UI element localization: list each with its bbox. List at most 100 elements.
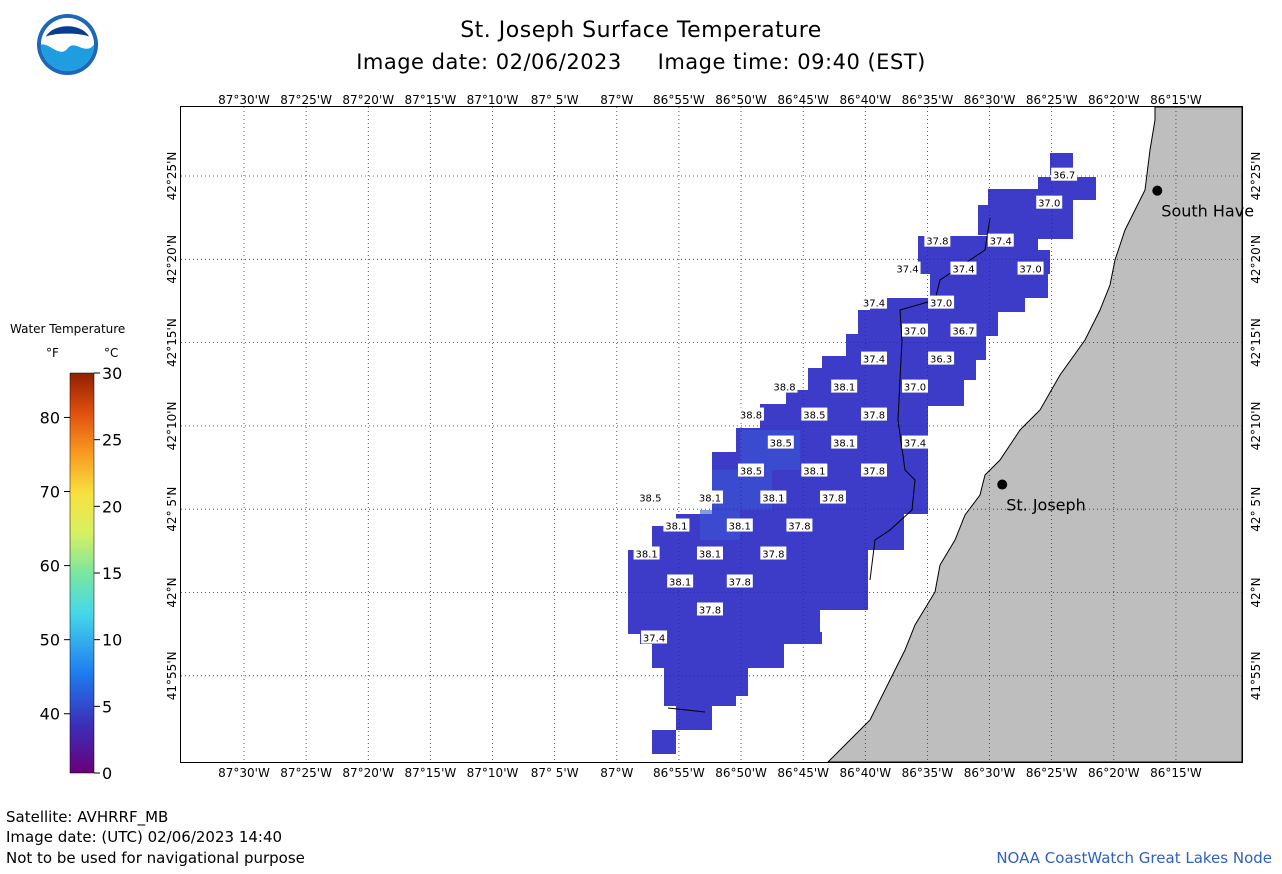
water-cell	[652, 526, 902, 550]
lon-tick-bottom: 86°30'W	[964, 766, 1016, 780]
lon-tick-bottom: 87°W	[600, 766, 633, 780]
legend-c-label: 5	[102, 697, 112, 716]
temperature-label-bg	[641, 630, 668, 644]
temperature-label: 38.1	[699, 550, 721, 561]
temperature-label-bg	[902, 323, 929, 337]
isotherm-line	[667, 707, 706, 713]
temperature-label-bg	[726, 518, 753, 532]
utc-date-label: Image date: (UTC) 02/06/2023 14:40	[6, 828, 283, 846]
temperature-label-bg	[667, 574, 694, 588]
lat-tick-left: 41°55'N	[165, 651, 179, 700]
shoreline	[667, 217, 991, 713]
temperature-label-bg	[726, 574, 753, 588]
city-label: St. Joseph	[1006, 496, 1086, 515]
temperature-label: 37.0	[930, 299, 952, 310]
temperature-label-bg	[801, 463, 828, 477]
lon-tick-top: 87°20'W	[342, 93, 394, 107]
lon-tick-bottom: 86°35'W	[902, 766, 954, 780]
temperature-label-bg	[902, 435, 929, 449]
temperature-label-bg	[1017, 261, 1044, 275]
legend-c-label: 10	[102, 631, 122, 650]
land-layer	[826, 106, 1243, 763]
legend-f-label: 70	[40, 483, 60, 502]
logo-text: NOAA	[55, 34, 81, 44]
water-cell	[760, 404, 928, 428]
temperature-label: 38.1	[729, 522, 751, 533]
temperature-label-bg	[801, 407, 828, 421]
legend-unit-f: °F	[46, 346, 59, 360]
lon-tick-bottom: 86°45'W	[777, 766, 829, 780]
lon-tick-bottom: 87°10'W	[467, 766, 519, 780]
legend-title: Water Temperature	[10, 322, 126, 336]
temperature-label: 36.7	[1053, 171, 1075, 182]
lon-tick-bottom: 86°40'W	[839, 766, 891, 780]
temperature-label: 37.8	[863, 411, 885, 422]
lon-tick-bottom: 86°20'W	[1088, 766, 1140, 780]
temperature-label: 38.8	[773, 383, 795, 394]
lon-tick-top: 86°15'W	[1150, 93, 1202, 107]
lon-tick-top: 87°10'W	[467, 93, 519, 107]
lon-tick-bottom: 86°25'W	[1026, 766, 1078, 780]
lon-tick-top: 86°35'W	[902, 93, 954, 107]
temperature-label: 37.4	[863, 299, 885, 310]
water-cell	[652, 730, 676, 754]
temperature-label-bg	[1036, 195, 1063, 209]
temperature-label-bg	[902, 379, 929, 393]
noaa-logo: NOAA	[36, 13, 99, 76]
water-cell	[652, 644, 784, 668]
temperature-label-bg	[633, 546, 660, 560]
lat-tick-right: 42°N	[1249, 577, 1263, 607]
temperature-label-bg	[637, 490, 664, 504]
temperature-label: 37.4	[952, 265, 974, 276]
temperature-label-bg	[663, 518, 690, 532]
temperature-label-bg	[760, 490, 787, 504]
lat-tick-left: 42° 5'N	[165, 487, 179, 532]
temperature-label: 38.1	[669, 578, 691, 589]
axis-ticks: 87°30'W 87°30'W 87°25'W 87°25'W 87°20'W 87°20…	[165, 93, 1263, 780]
legend-f-label: 40	[40, 705, 60, 724]
map-frame	[180, 106, 1243, 763]
temperature-label-bg	[696, 490, 723, 504]
city-marker	[997, 479, 1008, 490]
lon-tick-bottom: 87°30'W	[218, 766, 270, 780]
lon-tick-top: 87°15'W	[405, 93, 457, 107]
temperature-label-bg	[928, 295, 955, 309]
city-marker	[1152, 185, 1163, 196]
lon-tick-bottom: 87°25'W	[280, 766, 332, 780]
temperature-label: 37.8	[729, 578, 751, 589]
water-cell	[930, 274, 1048, 298]
temperature-label-bg	[860, 463, 887, 477]
temperature-label: 37.8	[788, 522, 810, 533]
temperature-label: 38.5	[770, 439, 792, 450]
temperature-label-bg	[1051, 167, 1078, 181]
temperature-label-bg	[737, 407, 764, 421]
temperature-label-bg	[894, 261, 921, 275]
water-cell	[786, 390, 950, 404]
lon-tick-bottom: 86°55'W	[653, 766, 705, 780]
lat-tick-left: 42°10'N	[165, 401, 179, 450]
legend-c-label: 15	[102, 564, 122, 583]
temperature-label: 37.4	[643, 633, 665, 644]
lon-tick-bottom: 87° 5'W	[531, 766, 579, 780]
temperature-label: 36.3	[930, 355, 952, 366]
disclaimer-label: Not to be used for navigational purpose	[6, 849, 305, 867]
temperature-label: 37.8	[762, 550, 784, 561]
city-label: South Have	[1161, 202, 1254, 221]
legend-c-label: 0	[102, 764, 112, 780]
temperature-label: 38.1	[762, 494, 784, 505]
lon-tick-bottom: 87°15'W	[405, 766, 457, 780]
temperature-label: 37.4	[904, 439, 926, 450]
temperature-label: 37.0	[904, 327, 926, 338]
temperature-label: 38.1	[833, 439, 855, 450]
temperature-label: 38.1	[665, 522, 687, 533]
temperature-label: 37.0	[1019, 265, 1041, 276]
water-cell	[640, 632, 822, 644]
city-markers: South Have St. Joseph	[997, 185, 1254, 515]
temperature-label-bg	[987, 233, 1014, 247]
isotherm-line	[869, 217, 991, 581]
lon-tick-top: 86°40'W	[839, 93, 891, 107]
credit-label: NOAA CoastWatch Great Lakes Node	[996, 849, 1272, 867]
satellite-label: Satellite: AVHRRF_MB	[6, 808, 169, 826]
